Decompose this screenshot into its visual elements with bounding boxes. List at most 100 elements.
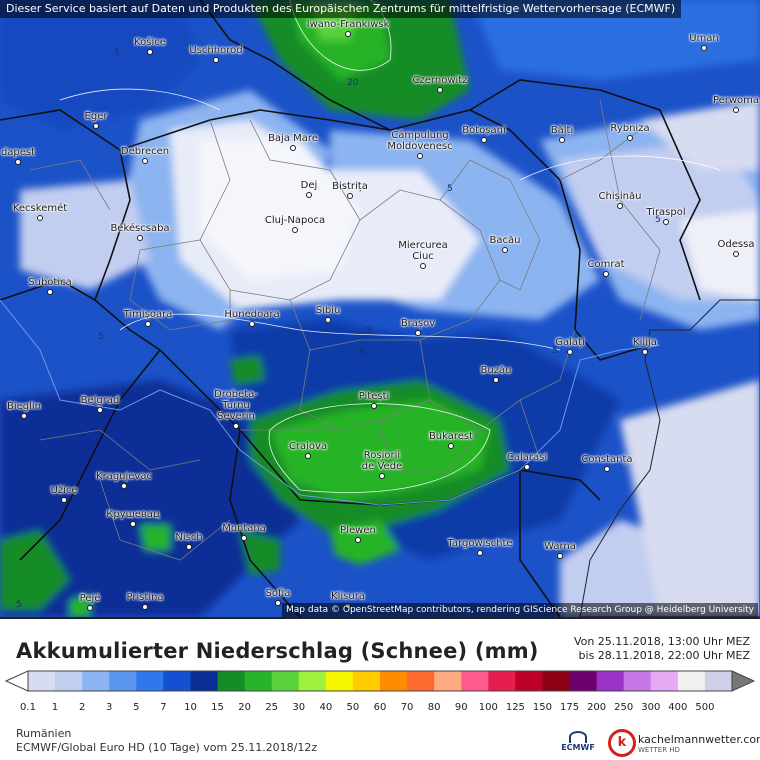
- period-from: Von 25.11.2018, 13:00 Uhr MEZ: [573, 635, 750, 648]
- city-label: Plewen: [340, 525, 376, 536]
- isoline-label: 5: [552, 346, 558, 356]
- colorbar-tick-label: 25: [265, 702, 279, 713]
- colorbar-tick-label: 1: [51, 702, 59, 713]
- city-marker: [604, 466, 610, 472]
- colorbar-swatch: [461, 671, 489, 691]
- colorbar-tick-label: 2: [78, 702, 86, 713]
- colorbar-swatch: [407, 671, 435, 691]
- city-label: Pejë: [79, 593, 101, 604]
- map-attribution: Map data © OpenStreetMap contributors, r…: [282, 603, 758, 617]
- city-label: Klisura: [331, 591, 365, 602]
- map-shading: [0, 0, 760, 617]
- ecmwf-logo[interactable]: ECMWF: [560, 731, 596, 759]
- city-label: Calarasi: [506, 452, 548, 463]
- city-label: Targowischte: [447, 538, 513, 549]
- map-title: Akkumulierter Niederschlag (Schnee) (mm): [16, 639, 539, 663]
- city-label: Odessa: [717, 239, 755, 250]
- city-marker: [371, 403, 377, 409]
- colorbar-swatch: [596, 671, 625, 691]
- city-marker: [733, 251, 739, 257]
- city-label: Košice: [134, 37, 166, 48]
- city-marker: [233, 423, 239, 429]
- city-marker: [603, 271, 609, 277]
- city-marker: [663, 219, 669, 225]
- city-label: Dej: [300, 180, 318, 191]
- colorbar-frame: [27, 670, 733, 692]
- city-marker: [733, 107, 739, 113]
- colorbar-swatch: [217, 671, 246, 691]
- city-label: Bistrița: [332, 181, 368, 192]
- city-label: Botoșani: [462, 125, 506, 136]
- colorbar-tick-label: 250: [614, 702, 634, 713]
- city-label: Uman: [689, 33, 719, 44]
- city-marker: [305, 453, 311, 459]
- colorbar-swatch: [298, 671, 327, 691]
- colorbar-swatch: [28, 671, 56, 691]
- city-label: Subotica: [28, 277, 72, 288]
- city-label: Sibiu: [315, 305, 341, 316]
- colorbar-max-arrow: [731, 670, 756, 692]
- city-marker: [97, 407, 103, 413]
- city-label: Pristina: [126, 592, 164, 603]
- colorbar-tick-label: 400: [668, 702, 688, 713]
- city-label: Miercurea Ciuc: [398, 240, 448, 262]
- colorbar-swatch: [488, 671, 516, 691]
- city-label: Uschhorod: [189, 45, 243, 56]
- city-marker: [306, 192, 312, 198]
- city-marker: [93, 123, 99, 129]
- city-marker: [87, 605, 93, 611]
- colorbar-swatch: [271, 671, 300, 691]
- city-label: Craiova: [288, 441, 328, 452]
- city-label: Nisch: [175, 532, 203, 543]
- city-marker: [121, 483, 127, 489]
- city-marker: [448, 443, 454, 449]
- city-marker: [275, 600, 281, 606]
- city-marker: [142, 604, 148, 610]
- colorbar-tick-label: 50: [346, 702, 360, 713]
- colorbar-min-arrow: [4, 670, 29, 692]
- city-label: Eger: [84, 111, 108, 122]
- city-marker: [415, 330, 421, 336]
- city-label: Kecskemét: [12, 203, 68, 214]
- kachelmann-brand-name[interactable]: kachelmannwetter.com: [638, 733, 760, 746]
- city-label: Sofia: [265, 588, 291, 599]
- colorbar-tick-label: 40: [319, 702, 333, 713]
- city-label: Timișoara: [123, 309, 173, 320]
- city-marker: [379, 473, 385, 479]
- legend-panel: Akkumulierter Niederschlag (Schnee) (mm)…: [0, 617, 760, 760]
- city-marker: [213, 57, 219, 63]
- colorbar-tick-label: 60: [373, 702, 387, 713]
- colorbar-tick-label: 500: [695, 702, 715, 713]
- ecmwf-disclaimer-banner: Dieser Service basiert auf Daten und Pro…: [0, 0, 682, 18]
- colorbar-swatch: [542, 671, 571, 691]
- colorbar-swatch: [650, 671, 679, 691]
- city-marker: [502, 247, 508, 253]
- city-label: Bălți: [550, 125, 574, 136]
- colorbar-tick-label: 5: [133, 702, 140, 713]
- city-marker: [37, 215, 43, 221]
- city-marker: [642, 349, 648, 355]
- colorbar-tick-label: 200: [587, 702, 607, 713]
- colorbar-tick-label: 7: [160, 702, 167, 713]
- colorbar-tick-label: 150: [532, 702, 552, 713]
- precipitation-map[interactable]: Dieser Service basiert auf Daten und Pro…: [0, 0, 760, 617]
- city-marker: [559, 137, 565, 143]
- city-label: Chișinău: [598, 191, 642, 202]
- colorbar-swatch: [325, 671, 354, 691]
- kachelmann-brand-sub: WETTER HD: [638, 746, 680, 754]
- city-marker: [417, 153, 423, 159]
- period-to: bis 28.11.2018, 22:00 Uhr MEZ: [578, 649, 750, 662]
- city-marker: [557, 553, 563, 559]
- city-label: Perwoma: [712, 95, 760, 106]
- model-run-label: ECMWF/Global Euro HD (10 Tage) vom 25.11…: [16, 741, 318, 754]
- city-marker: [524, 464, 530, 470]
- city-label: Roșiorii de Vede: [361, 450, 403, 472]
- colorbar-tick-label: 125: [505, 702, 525, 713]
- colorbar-swatch: [190, 671, 219, 691]
- isoline-label: 5: [114, 48, 120, 58]
- kachelmann-logo-icon[interactable]: k: [608, 729, 636, 757]
- colorbar-swatch: [515, 671, 543, 691]
- city-marker: [290, 145, 296, 151]
- colorbar-swatch: [352, 671, 381, 691]
